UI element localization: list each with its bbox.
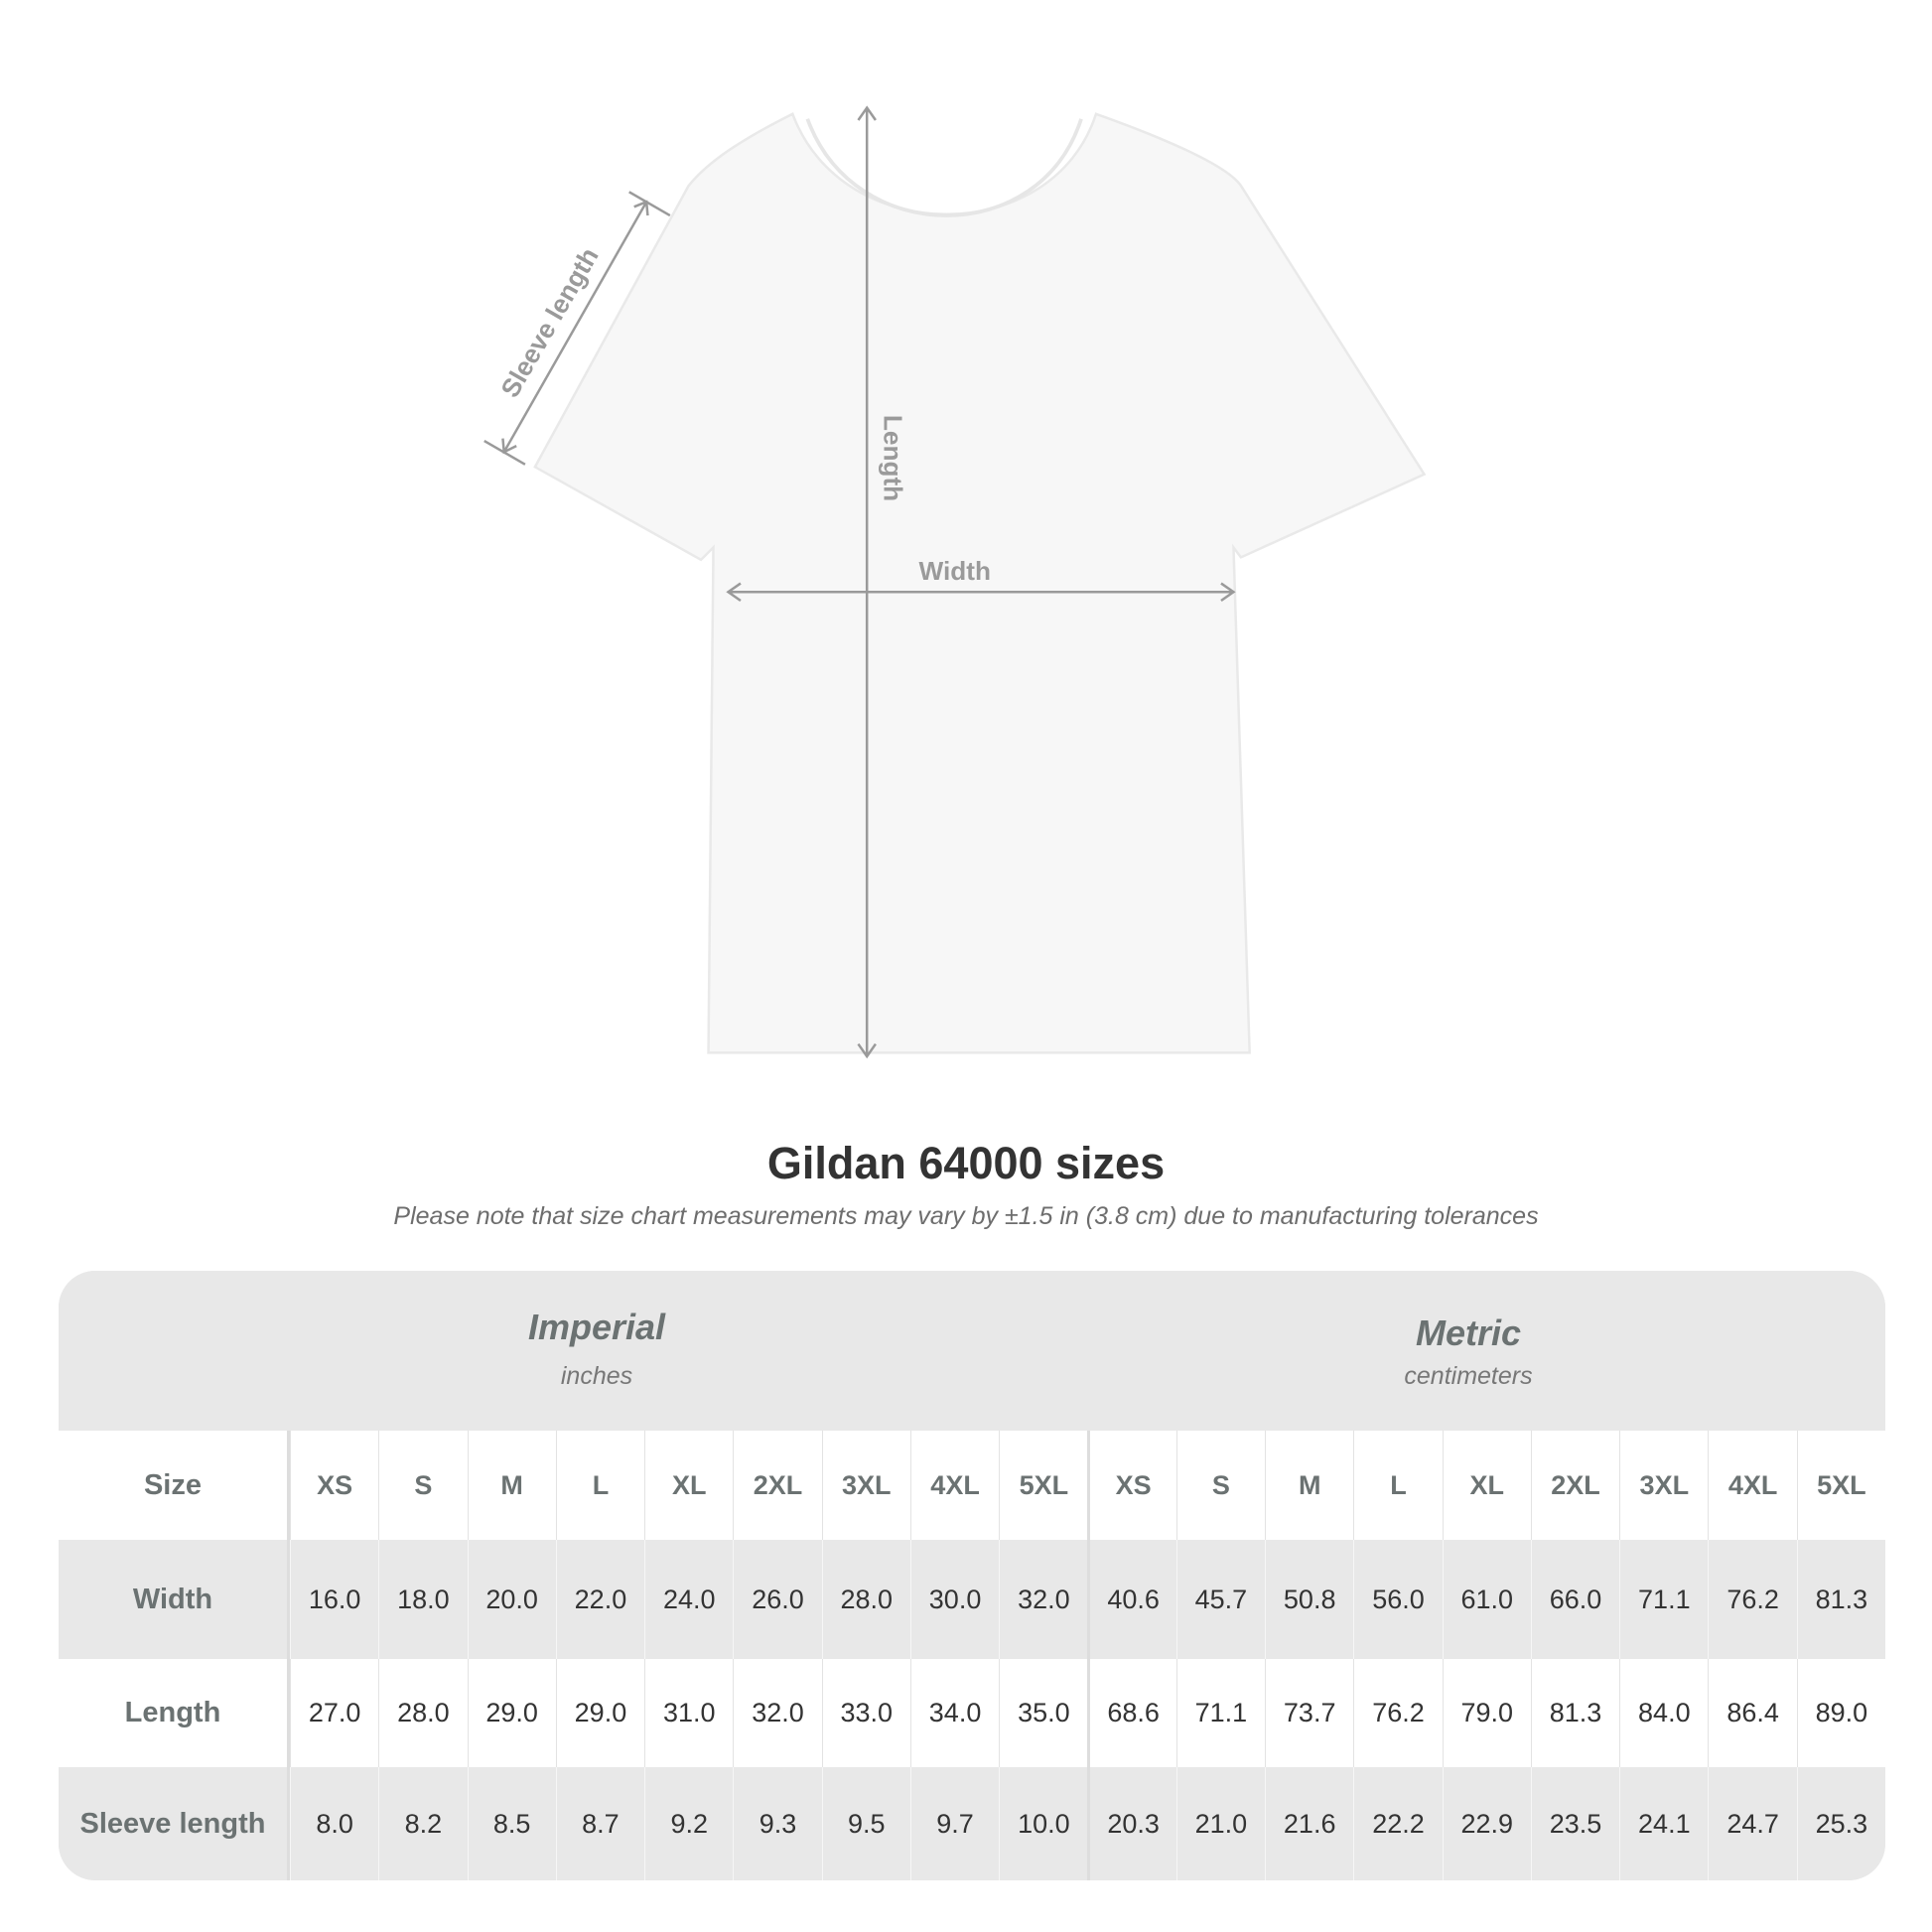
size-header-cell: 4XL	[909, 1431, 999, 1540]
table-cell: 89.0	[1796, 1659, 1885, 1767]
row-label: Width	[59, 1540, 290, 1659]
table-cell: 9.5	[821, 1767, 910, 1880]
table-cell: 8.0	[289, 1767, 378, 1880]
tshirt-collar	[805, 118, 1083, 217]
table-cell: 33.0	[821, 1659, 910, 1767]
size-header-cell: S	[1175, 1431, 1265, 1540]
table-cell: 81.3	[1530, 1659, 1619, 1767]
size-header-cell: XS	[289, 1431, 378, 1540]
table-cell: 71.1	[1175, 1659, 1265, 1767]
table-cell: 76.2	[1708, 1540, 1796, 1659]
size-header-cell: XS	[1087, 1431, 1175, 1540]
table-cell: 61.0	[1442, 1540, 1531, 1659]
row-label: Length	[59, 1659, 290, 1767]
table-cell: 66.0	[1530, 1540, 1619, 1659]
table-row-width: Width 16.0 18.0 20.0 22.0 24.0 26.0 28.0 30.0 32.…	[59, 1540, 1885, 1659]
size-header-cell: 3XL	[1619, 1431, 1708, 1540]
table-cell: 21.6	[1265, 1767, 1353, 1880]
imperial-header: Imperial inches	[348, 1307, 845, 1391]
table-cell: 26.0	[733, 1540, 821, 1659]
width-label: Width	[919, 556, 991, 586]
size-header-cell: S	[378, 1431, 467, 1540]
unit-header-band: Imperial inches Metric centimeters	[59, 1271, 1885, 1431]
table-cell: 9.7	[909, 1767, 999, 1880]
size-header-cell: XL	[644, 1431, 733, 1540]
table-cell: 28.0	[378, 1659, 467, 1767]
size-header-cell: M	[467, 1431, 556, 1540]
table-cell: 8.7	[555, 1767, 644, 1880]
table-cell: 27.0	[289, 1659, 378, 1767]
table-cell: 22.2	[1353, 1767, 1442, 1880]
table-cell: 32.0	[999, 1540, 1087, 1659]
size-header-cell: XL	[1442, 1431, 1531, 1540]
table-cell: 56.0	[1353, 1540, 1442, 1659]
table-cell: 28.0	[821, 1540, 910, 1659]
width-arrow	[726, 582, 1236, 603]
table-cell: 16.0	[289, 1540, 378, 1659]
table-cell: 35.0	[999, 1659, 1087, 1767]
imperial-unit: inches	[560, 1362, 633, 1390]
table-cell: 73.7	[1265, 1659, 1353, 1767]
table-cell: 71.1	[1619, 1540, 1708, 1659]
table-cell: 22.0	[555, 1540, 644, 1659]
table-cell: 34.0	[909, 1659, 999, 1767]
size-header-cell: L	[555, 1431, 644, 1540]
table-cell: 9.2	[644, 1767, 733, 1880]
table-cell: 8.5	[467, 1767, 556, 1880]
table-cell: 32.0	[733, 1659, 821, 1767]
tolerance-note: Please note that size chart measurements…	[393, 1202, 1539, 1230]
page-title: Gildan 64000 sizes	[766, 1138, 1166, 1188]
table-cell: 29.0	[467, 1659, 556, 1767]
imperial-title: Imperial	[527, 1307, 666, 1347]
size-header-cell: 4XL	[1708, 1431, 1796, 1540]
size-header-cell: L	[1353, 1431, 1442, 1540]
table-cell: 24.0	[644, 1540, 733, 1659]
size-header-cell: 5XL	[999, 1431, 1087, 1540]
length-label: Length	[879, 415, 908, 501]
table-cell: 76.2	[1353, 1659, 1442, 1767]
size-label: Size	[59, 1431, 290, 1540]
table-cell: 24.7	[1708, 1767, 1796, 1880]
table-cell: 9.3	[733, 1767, 821, 1880]
size-header-cell: 2XL	[733, 1431, 821, 1540]
table-row-length: Length 27.0 28.0 29.0 29.0 31.0 32.0 33.0 34.0 35…	[59, 1659, 1885, 1767]
table-cell: 10.0	[999, 1767, 1087, 1880]
table-row-sleeve-length: Sleeve length 8.0 8.2 8.5 8.7 9.2 9.3 9.5 9.7 10.…	[59, 1767, 1885, 1880]
table-cell: 31.0	[644, 1659, 733, 1767]
table-cell: 84.0	[1619, 1659, 1708, 1767]
sleeve-length-arrow	[483, 191, 671, 466]
table-cell: 20.3	[1087, 1767, 1175, 1880]
metric-unit: centimeters	[1404, 1362, 1533, 1390]
table-cell: 29.0	[555, 1659, 644, 1767]
table-cell: 79.0	[1442, 1659, 1531, 1767]
size-header-cell: 5XL	[1796, 1431, 1885, 1540]
row-label: Sleeve length	[59, 1767, 290, 1880]
table-cell: 50.8	[1265, 1540, 1353, 1659]
table-cell: 20.0	[467, 1540, 556, 1659]
table-cell: 23.5	[1530, 1767, 1619, 1880]
size-header-cell: 3XL	[821, 1431, 910, 1540]
table-cell: 30.0	[909, 1540, 999, 1659]
length-arrow	[857, 105, 877, 1059]
table-cell: 8.2	[378, 1767, 467, 1880]
size-header-cell: M	[1265, 1431, 1353, 1540]
table-cell: 18.0	[378, 1540, 467, 1659]
table-cell: 81.3	[1796, 1540, 1885, 1659]
table-cell: 22.9	[1442, 1767, 1531, 1880]
table-cell: 40.6	[1087, 1540, 1175, 1659]
size-header-cell: 2XL	[1530, 1431, 1619, 1540]
table-cell: 24.1	[1619, 1767, 1708, 1880]
size-table: Imperial inches Metric centimeters Size …	[59, 1271, 1885, 1880]
table-cell: 68.6	[1087, 1659, 1175, 1767]
table-cell: 45.7	[1175, 1540, 1265, 1659]
metric-title: Metric	[1415, 1312, 1522, 1353]
metric-header: Metric centimeters	[1220, 1312, 1717, 1391]
table-cell: 86.4	[1708, 1659, 1796, 1767]
table-cell: 21.0	[1175, 1767, 1265, 1880]
table-cell: 25.3	[1796, 1767, 1885, 1880]
size-header-row: Size XS S M L XL 2XL 3XL 4XL 5XL XS S M L XL 2XL 3XL 4XL…	[59, 1431, 1885, 1540]
